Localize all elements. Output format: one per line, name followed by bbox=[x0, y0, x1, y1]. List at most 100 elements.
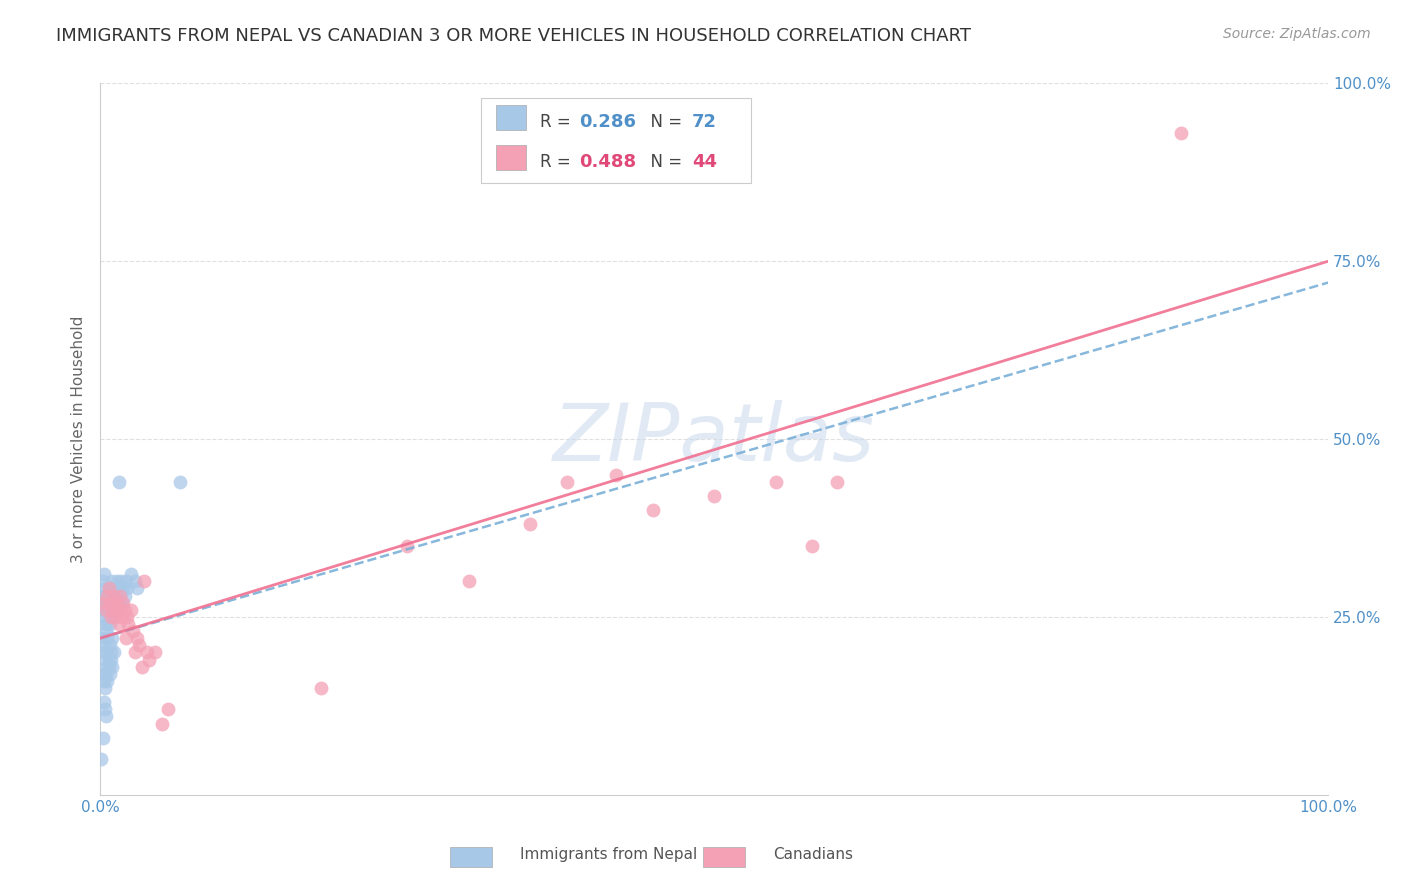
Point bbox=[98, 617, 121, 632]
Point bbox=[101, 610, 124, 624]
Point bbox=[91, 666, 114, 681]
Point bbox=[104, 582, 127, 596]
Point bbox=[97, 603, 120, 617]
Text: N =: N = bbox=[641, 153, 688, 170]
Point bbox=[93, 645, 115, 659]
Point bbox=[97, 610, 120, 624]
FancyBboxPatch shape bbox=[495, 105, 526, 130]
Point bbox=[135, 645, 157, 659]
Point bbox=[97, 659, 120, 673]
Point bbox=[94, 681, 117, 695]
Point bbox=[105, 603, 128, 617]
Point bbox=[96, 709, 118, 723]
Point bbox=[138, 652, 160, 666]
Point bbox=[765, 475, 787, 489]
Point bbox=[145, 645, 167, 659]
Point bbox=[91, 731, 114, 745]
Point bbox=[112, 582, 135, 596]
Point bbox=[93, 596, 115, 610]
Point bbox=[125, 631, 148, 645]
Point bbox=[97, 652, 120, 666]
Point bbox=[114, 603, 136, 617]
Point bbox=[98, 582, 121, 596]
Point bbox=[101, 659, 124, 673]
Point bbox=[125, 582, 148, 596]
Point bbox=[108, 589, 131, 603]
Text: ZIPatlas: ZIPatlas bbox=[553, 401, 875, 478]
Point bbox=[110, 574, 132, 589]
Point bbox=[115, 631, 138, 645]
Point bbox=[91, 603, 114, 617]
Point bbox=[94, 702, 117, 716]
Point bbox=[120, 567, 142, 582]
Point bbox=[96, 589, 118, 603]
Point bbox=[93, 610, 115, 624]
Point bbox=[98, 596, 121, 610]
Point bbox=[107, 596, 129, 610]
Text: 0.286: 0.286 bbox=[579, 112, 636, 130]
Point bbox=[115, 610, 138, 624]
Point bbox=[111, 610, 134, 624]
Point bbox=[457, 574, 479, 589]
Text: 44: 44 bbox=[692, 153, 717, 170]
Point bbox=[105, 596, 128, 610]
Point bbox=[101, 603, 124, 617]
Point bbox=[134, 574, 156, 589]
Point bbox=[105, 574, 128, 589]
Point bbox=[169, 475, 191, 489]
Point bbox=[120, 603, 142, 617]
Point bbox=[98, 666, 121, 681]
Point bbox=[100, 645, 122, 659]
Point bbox=[122, 624, 145, 639]
Point bbox=[90, 631, 112, 645]
FancyBboxPatch shape bbox=[481, 97, 751, 183]
Point bbox=[309, 681, 332, 695]
Point bbox=[96, 631, 118, 645]
Point bbox=[107, 475, 129, 489]
Point bbox=[94, 652, 117, 666]
Point bbox=[115, 574, 138, 589]
Point bbox=[96, 617, 118, 632]
Point bbox=[98, 596, 121, 610]
Point bbox=[128, 638, 150, 652]
Point bbox=[101, 596, 124, 610]
Point bbox=[105, 589, 128, 603]
Text: Source: ZipAtlas.com: Source: ZipAtlas.com bbox=[1223, 27, 1371, 41]
Point bbox=[396, 539, 419, 553]
Point bbox=[96, 589, 118, 603]
Point bbox=[156, 702, 179, 716]
Point bbox=[825, 475, 848, 489]
Point bbox=[96, 666, 118, 681]
Point bbox=[100, 652, 122, 666]
Point bbox=[104, 596, 127, 610]
Point bbox=[103, 603, 125, 617]
Point bbox=[101, 631, 124, 645]
Y-axis label: 3 or more Vehicles in Household: 3 or more Vehicles in Household bbox=[72, 316, 86, 563]
Point bbox=[103, 589, 125, 603]
Point bbox=[93, 673, 115, 688]
Point bbox=[96, 624, 118, 639]
Point bbox=[91, 638, 114, 652]
Point bbox=[97, 582, 120, 596]
Point bbox=[91, 574, 114, 589]
Point bbox=[90, 589, 112, 603]
Point bbox=[124, 574, 146, 589]
Text: R =: R = bbox=[540, 112, 575, 130]
Text: Immigrants from Nepal: Immigrants from Nepal bbox=[520, 847, 697, 862]
Point bbox=[114, 589, 136, 603]
Point bbox=[100, 589, 122, 603]
Point bbox=[111, 596, 134, 610]
Point bbox=[108, 589, 131, 603]
Point bbox=[641, 503, 664, 517]
Point bbox=[519, 517, 541, 532]
Point bbox=[97, 589, 120, 603]
Point bbox=[110, 603, 132, 617]
Point bbox=[96, 596, 118, 610]
Point bbox=[124, 645, 146, 659]
Text: N =: N = bbox=[641, 112, 688, 130]
Point bbox=[703, 489, 725, 503]
Point bbox=[98, 638, 121, 652]
Point bbox=[107, 617, 129, 632]
Point bbox=[96, 659, 118, 673]
FancyBboxPatch shape bbox=[495, 145, 526, 170]
